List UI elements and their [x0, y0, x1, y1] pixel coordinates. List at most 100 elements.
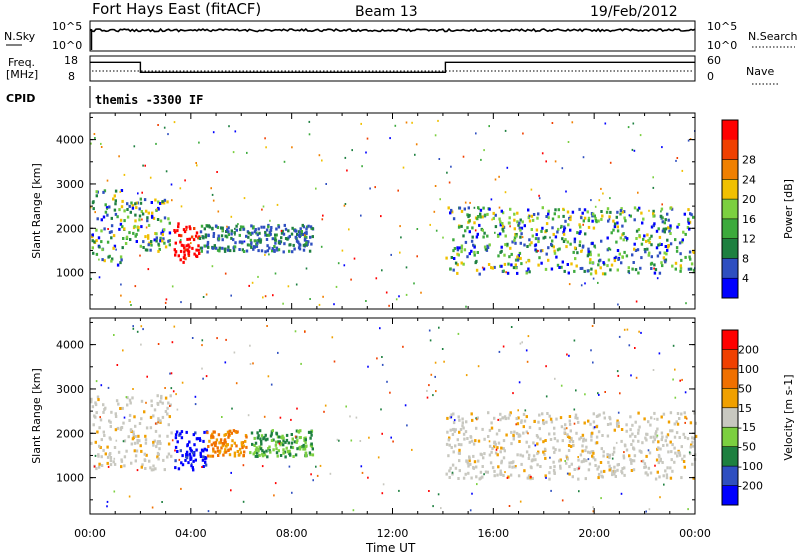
- echo-cell: [509, 473, 513, 477]
- echo-cell: [124, 242, 128, 245]
- echo-cell: [304, 454, 308, 458]
- echo-cell: [204, 235, 208, 239]
- echo-cell: [469, 435, 473, 439]
- echo-cell: [532, 454, 536, 458]
- echo-cell: [210, 434, 213, 438]
- echo-cell: [687, 267, 691, 271]
- echo-cell: [287, 441, 290, 445]
- echo-cell: [474, 261, 477, 265]
- echo-cell: [254, 441, 258, 445]
- echo-cell: [493, 469, 496, 473]
- sparse-echo: [676, 157, 679, 159]
- echo-cell: [502, 229, 505, 233]
- echo-cell: [102, 190, 105, 194]
- echo-cell: [185, 456, 189, 460]
- echo-cell: [167, 442, 171, 446]
- echo-cell: [202, 236, 205, 240]
- echo-cell: [257, 249, 260, 253]
- sparse-echo: [309, 298, 311, 300]
- echo-cell: [147, 243, 150, 247]
- echo-cell: [192, 433, 195, 437]
- echo-cell: [642, 217, 645, 221]
- echo-cell: [518, 226, 521, 230]
- echo-cell: [96, 217, 99, 221]
- echo-cell: [608, 453, 611, 457]
- sparse-echo: [262, 296, 264, 299]
- x-tick-label: 08:00: [276, 527, 308, 540]
- echo-cell: [192, 238, 196, 242]
- sparse-echo: [438, 326, 440, 329]
- echo-cell: [135, 240, 138, 243]
- echo-cell: [655, 430, 658, 434]
- echo-cell: [664, 260, 667, 264]
- echo-cell: [277, 248, 281, 252]
- echo-cell: [677, 223, 681, 226]
- sparse-echo: [587, 458, 590, 461]
- echo-cell: [669, 232, 672, 235]
- echo-cell: [218, 451, 221, 455]
- echo-cell: [262, 450, 266, 454]
- echo-cell: [212, 235, 215, 238]
- sparse-echo: [113, 457, 116, 460]
- nave-tick-bottom: 0: [707, 70, 714, 83]
- echo-cell: [309, 225, 313, 229]
- echo-cell: [573, 246, 577, 250]
- echo-cell: [156, 442, 159, 446]
- echo-cell: [622, 456, 626, 460]
- echo-cell: [516, 422, 520, 426]
- sparse-echo: [411, 448, 413, 451]
- echo-cell: [140, 449, 143, 453]
- y-tick-label: 4000: [56, 134, 84, 147]
- sparse-echo: [190, 462, 193, 465]
- sparse-echo: [164, 301, 167, 304]
- sparse-echo: [142, 328, 144, 331]
- sparse-echo: [429, 339, 432, 342]
- echo-cell: [213, 244, 216, 248]
- sparse-echo: [660, 210, 662, 213]
- echo-cell: [91, 239, 94, 243]
- echo-cell: [179, 449, 182, 453]
- echo-cell: [569, 242, 572, 246]
- echo-cell: [276, 454, 279, 458]
- echo-cell: [543, 447, 547, 451]
- echo-cell: [130, 442, 133, 446]
- sparse-echo: [598, 393, 600, 396]
- echo-cell: [133, 224, 136, 228]
- noise-panel-frame: [89, 20, 696, 52]
- echo-cell: [270, 439, 274, 442]
- echo-cell: [272, 438, 275, 442]
- echo-cell: [657, 461, 660, 465]
- echo-cell: [292, 243, 295, 247]
- echo-cell: [223, 433, 226, 437]
- echo-cell: [592, 212, 595, 216]
- echo-region-1: [123, 197, 172, 253]
- echo-cell: [541, 412, 544, 416]
- sparse-echo: [140, 343, 142, 346]
- echo-cell: [258, 429, 262, 433]
- echo-cell: [547, 212, 550, 216]
- sparse-echo: [287, 285, 290, 288]
- echo-cell: [146, 219, 149, 223]
- sparse-echo: [428, 490, 430, 492]
- sparse-echo: [201, 344, 203, 347]
- sparse-echo: [568, 283, 571, 286]
- echo-cell: [453, 257, 456, 260]
- echo-cell: [632, 439, 635, 443]
- echo-cell: [185, 430, 188, 434]
- echo-cell: [302, 248, 306, 252]
- sparse-echo: [198, 141, 200, 144]
- sparse-echo: [600, 497, 602, 500]
- echo-cell: [192, 459, 195, 463]
- echo-cell: [479, 208, 483, 212]
- sparse-echo: [675, 159, 677, 162]
- echo-cell: [212, 435, 215, 439]
- echo-cell: [451, 472, 454, 476]
- echo-cell: [674, 267, 677, 271]
- echo-cell: [616, 468, 619, 472]
- echo-cell: [620, 439, 623, 443]
- freq-tick-bottom: 8: [68, 70, 75, 83]
- echo-cell: [490, 421, 493, 425]
- echo-cell: [301, 445, 304, 449]
- sparse-echo: [565, 427, 568, 430]
- echo-cell: [669, 476, 673, 480]
